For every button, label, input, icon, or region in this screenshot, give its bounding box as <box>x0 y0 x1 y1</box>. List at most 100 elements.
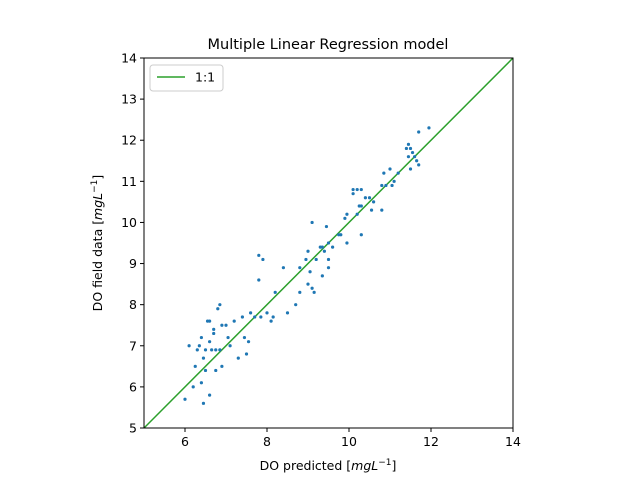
scatter-point <box>193 364 197 368</box>
y-tick-label: 9 <box>129 256 137 271</box>
scatter-point <box>199 381 203 385</box>
scatter-point <box>355 187 359 192</box>
scatter-point <box>212 331 216 336</box>
scatter-point <box>199 335 203 340</box>
scatter-point <box>406 155 411 159</box>
scatter-point <box>208 393 212 397</box>
scatter-point <box>367 196 372 200</box>
scatter-point <box>253 315 257 319</box>
scatter-point <box>208 340 212 344</box>
scatter-point <box>427 126 431 130</box>
scatter-point <box>224 323 228 327</box>
scatter-point <box>390 183 394 188</box>
y-axis: 5 6 7 8 9 10 11 12 13 14 <box>121 51 144 436</box>
scatter-point <box>203 368 208 373</box>
scatter-point <box>249 311 253 315</box>
scatter-point <box>351 192 355 196</box>
scatter-point <box>197 344 201 348</box>
scatter-point <box>306 282 310 286</box>
scatter-point <box>363 196 367 200</box>
scatter-point <box>304 257 308 262</box>
scatter-point <box>339 233 343 237</box>
scatter-point <box>214 348 218 352</box>
scatter-point <box>218 348 222 352</box>
y-tick-label: 8 <box>129 297 137 312</box>
x-axis: 6 8 10 12 14 <box>181 428 521 449</box>
scatter-point <box>314 257 318 262</box>
scatter-point <box>226 335 230 340</box>
scatter-point <box>310 220 314 225</box>
y-tick-label: 12 <box>121 133 137 148</box>
scatter-point <box>216 307 220 311</box>
scatter-point <box>404 146 408 151</box>
legend-label-1-1: 1:1 <box>195 70 215 85</box>
y-tick-label: 6 <box>129 379 137 394</box>
scatter-point <box>359 233 363 237</box>
scatter-point <box>271 315 275 319</box>
scatter-point <box>326 257 331 262</box>
scatter-point <box>331 245 335 249</box>
scatter-point <box>214 368 218 373</box>
scatter-point <box>345 241 349 245</box>
scatter-point <box>382 171 386 175</box>
scatter-point <box>380 208 384 212</box>
scatter-point <box>259 315 263 319</box>
scatter-point <box>326 266 331 270</box>
scatter-point <box>392 179 396 183</box>
scatter-point <box>384 183 388 188</box>
plot-area <box>143 57 514 429</box>
scatter-point <box>240 315 244 319</box>
scatter-point <box>406 142 411 146</box>
scatter-point <box>220 323 224 327</box>
scatter-point <box>380 183 384 188</box>
scatter-point <box>410 150 415 155</box>
scatter-point <box>355 212 359 216</box>
scatter-point <box>232 319 236 323</box>
x-tick-label: 8 <box>263 434 271 449</box>
chart-title: Multiple Linear Regression model <box>208 37 449 53</box>
scatter-point <box>212 327 216 331</box>
scatter-point <box>269 319 273 323</box>
y-axis-label: DO field data [mgL−1] <box>90 175 105 312</box>
scatter-point <box>273 290 277 294</box>
scatter-point <box>191 385 195 389</box>
scatter-point <box>187 344 191 348</box>
scatter-point <box>413 155 417 159</box>
y-tick-label: 7 <box>129 338 137 353</box>
scatter-point <box>326 241 331 245</box>
legend-box <box>149 64 224 92</box>
scatter-point <box>236 356 240 360</box>
y-tick-label: 10 <box>121 215 137 230</box>
scatter-point <box>415 159 419 163</box>
y-tick-label: 13 <box>121 92 137 107</box>
scatter-point <box>408 146 413 151</box>
y-tick-label: 5 <box>129 421 137 436</box>
scatter-point <box>324 224 329 229</box>
scatter-points <box>183 126 431 405</box>
scatter-point <box>242 335 247 340</box>
scatter-point <box>388 167 392 171</box>
scatter-point <box>257 278 261 282</box>
scatter-point <box>359 187 363 192</box>
scatter-point <box>345 212 349 216</box>
scatter-point <box>408 167 413 171</box>
scatter-point <box>396 171 400 175</box>
x-tick-label: 14 <box>505 434 521 449</box>
scatter-point <box>261 257 265 262</box>
scatter-point <box>265 311 269 315</box>
legend: 1:1 <box>149 64 224 92</box>
scatter-point <box>294 303 298 307</box>
scatter-point <box>220 364 224 368</box>
scatter-point <box>351 187 355 192</box>
x-tick-label: 10 <box>341 434 357 449</box>
scatter-point <box>417 130 421 134</box>
scatter-point <box>183 397 187 401</box>
scatter-point <box>310 286 314 290</box>
scatter-point <box>320 274 324 278</box>
scatter-point <box>298 266 302 270</box>
scatter-point <box>322 249 326 253</box>
scatter-point <box>417 163 421 167</box>
scatter-point <box>343 216 347 220</box>
x-tick-label: 12 <box>423 434 439 449</box>
